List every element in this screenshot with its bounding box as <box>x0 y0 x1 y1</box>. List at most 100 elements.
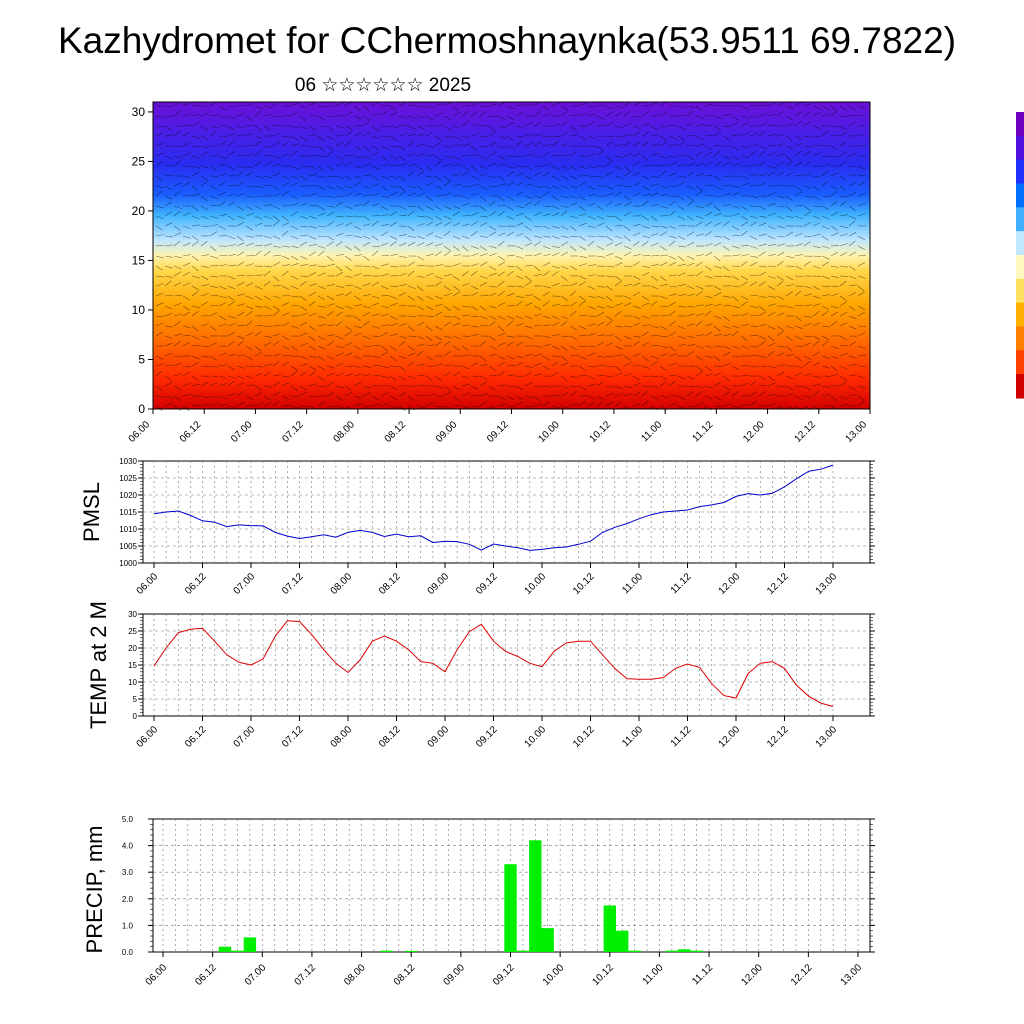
x-tick-label: 11.12 <box>691 419 716 444</box>
x-tick-label: 12.00 <box>717 571 743 597</box>
x-tick-label: 06.12 <box>178 419 204 445</box>
y-tick-label: 0.0 <box>122 948 134 957</box>
precip-bar <box>516 950 530 952</box>
x-tick-label: 08.12 <box>383 419 409 445</box>
y-tick-label: 4.0 <box>122 842 134 851</box>
x-tick-label: 12.12 <box>789 962 815 988</box>
x-tick-label: 09.00 <box>434 419 460 445</box>
x-tick-label: 08.12 <box>377 724 403 750</box>
wind-barbs <box>155 101 867 412</box>
chart-title: Kazhydromet for CChermoshnaynka(53.9511 … <box>58 20 956 61</box>
x-tick-label: 06.00 <box>127 419 153 445</box>
x-tick-label: 09.12 <box>474 724 500 750</box>
precip-bar <box>504 864 517 952</box>
y-tick-label: 5 <box>138 352 145 366</box>
y-tick-label: 10 <box>128 678 137 687</box>
x-tick-label: 10.00 <box>523 724 549 750</box>
temp-panel: 0 5 10 15 20 25 30 06.00 06.12 07.00 07.12 08.00 08.… <box>86 601 875 750</box>
y-tick-label: 2.0 <box>122 895 134 904</box>
precip-bar <box>541 928 554 952</box>
y-tick-label: 0 <box>138 402 145 416</box>
x-tick-label: 12.12 <box>792 419 818 445</box>
precip-bar <box>218 946 232 952</box>
x-tick-label: 08.00 <box>329 571 355 597</box>
y-tick-label: 1.0 <box>122 921 134 930</box>
x-tick-label: 10.00 <box>523 571 549 597</box>
x-tick-label: 08.00 <box>332 419 358 445</box>
x-tick-label: 11.12 <box>669 724 694 749</box>
y-tick-label: 25 <box>128 627 137 636</box>
y-tick-label: 15 <box>128 661 137 670</box>
y-tick-label: 0 <box>133 712 138 721</box>
x-tick-label: 07.00 <box>243 962 269 988</box>
x-tick-label: 13.00 <box>814 724 840 750</box>
precip-bar <box>690 950 703 952</box>
precip-bar <box>616 930 629 952</box>
colorbar-swatch <box>1016 374 1024 399</box>
x-tick-label: 11.00 <box>620 724 645 749</box>
y-tick-label: 5 <box>133 695 138 704</box>
y-tick-label: 10 <box>132 303 146 317</box>
x-tick-label: 09.12 <box>474 571 500 597</box>
x-tick-label: 10.12 <box>590 962 616 988</box>
x-tick-label: 07.00 <box>232 571 258 597</box>
x-tick-label: 11.00 <box>639 419 664 444</box>
precip-bar <box>603 905 616 952</box>
x-tick-label: 06.00 <box>135 571 161 597</box>
precip-bar <box>628 950 641 952</box>
x-tick-label: 07.00 <box>229 419 255 445</box>
precip-bar <box>231 950 244 952</box>
x-tick-label: 09.00 <box>442 962 468 988</box>
y-tick-label: 1005 <box>119 542 137 551</box>
x-tick-label: 08.00 <box>329 724 355 750</box>
y-tick-label: 5.0 <box>122 815 134 824</box>
colorbar-swatch <box>1016 326 1024 351</box>
colorbar <box>1016 112 1024 399</box>
colorbar-swatch <box>1016 112 1024 137</box>
y-tick-label: 1020 <box>119 491 137 500</box>
x-tick-label: 07.12 <box>293 962 319 988</box>
series-line <box>153 620 834 707</box>
x-tick-label: 13.00 <box>839 962 865 988</box>
y-axis-label: PRECIP, mm <box>82 826 107 954</box>
y-tick-label: 25 <box>132 154 146 168</box>
x-tick-label: 12.00 <box>741 419 767 445</box>
colorbar-swatch <box>1016 255 1024 280</box>
x-tick-label: 06.12 <box>183 724 209 750</box>
y-tick-label: 1025 <box>119 474 137 483</box>
y-tick-label: 20 <box>128 644 137 653</box>
colorbar-swatch <box>1016 207 1024 232</box>
x-tick-label: 09.12 <box>485 419 511 445</box>
y-tick-label: 15 <box>132 253 146 267</box>
x-tick-label: 10.00 <box>541 962 567 988</box>
colorbar-swatch <box>1016 278 1024 304</box>
x-tick-label: 11.12 <box>690 962 715 987</box>
y-axis-label: PMSL <box>79 482 104 542</box>
x-tick-label: 11.00 <box>620 571 645 596</box>
precip-bar <box>243 937 257 952</box>
precip-bar <box>678 949 691 952</box>
chart-subtitle: 06 ☆☆☆☆☆☆ 2025 <box>295 75 471 96</box>
colorbar-swatch <box>1016 302 1024 327</box>
colorbar-swatch <box>1016 350 1024 375</box>
y-tick-label: 20 <box>132 204 146 218</box>
x-tick-label: 07.12 <box>280 724 306 750</box>
pmsl-panel: 1000 1005 1010 1015 1020 1025 1030 06.00 06.12 07… <box>79 457 875 597</box>
x-tick-label: 13.00 <box>814 571 840 597</box>
precip-bar <box>529 840 542 952</box>
precip-bar <box>405 950 418 952</box>
x-tick-label: 11.12 <box>669 571 694 596</box>
precip-bar <box>665 950 678 952</box>
x-tick-label: 06.12 <box>183 571 209 597</box>
x-tick-label: 06.12 <box>193 962 219 988</box>
x-tick-label: 10.12 <box>588 419 614 445</box>
x-tick-label: 10.00 <box>536 419 562 445</box>
x-tick-label: 10.12 <box>571 724 597 750</box>
x-tick-label: 08.12 <box>392 962 418 988</box>
x-tick-label: 09.00 <box>426 571 452 597</box>
x-tick-label: 06.00 <box>135 724 161 750</box>
y-tick-label: 3.0 <box>122 868 134 877</box>
x-tick-label: 07.00 <box>232 724 258 750</box>
vertical-profile-panel: 0 5 10 15 20 25 30 06.00 06.12 07.00 07.12 08.00 08.… <box>127 101 871 445</box>
